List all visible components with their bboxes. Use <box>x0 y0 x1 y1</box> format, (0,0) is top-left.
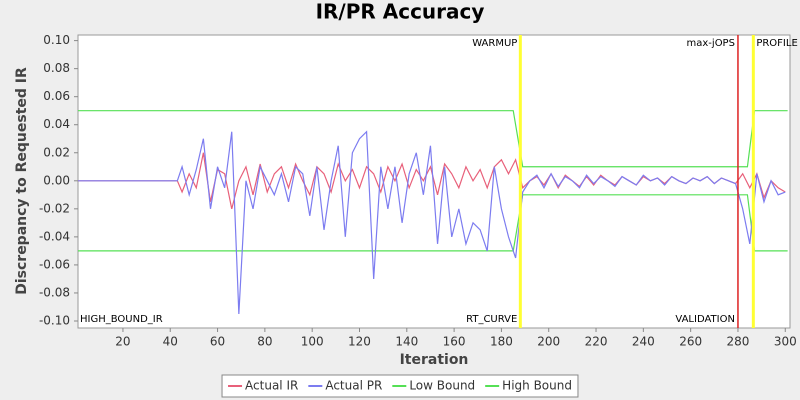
x-axis-title: Iteration <box>400 352 469 368</box>
x-tick-label: 60 <box>210 335 225 349</box>
x-tick-label: 80 <box>257 335 272 349</box>
y-tick-label: 0.04 <box>43 117 70 131</box>
marker-top-label: WARMUP <box>472 38 517 49</box>
x-tick-label: 160 <box>443 335 466 349</box>
y-tick-label: -0.08 <box>39 285 70 299</box>
x-tick-label: 140 <box>395 335 418 349</box>
x-tick-label: 120 <box>348 335 371 349</box>
x-tick-label: 40 <box>163 335 178 349</box>
legend-label: Low Bound <box>409 379 475 393</box>
legend-label: Actual IR <box>245 379 298 393</box>
y-tick-label: 0.06 <box>43 89 70 103</box>
marker-bottom-label: VALIDATION <box>675 314 735 325</box>
corner-note: HIGH_BOUND_IR <box>80 314 163 325</box>
x-tick-label: 100 <box>301 335 324 349</box>
series-line <box>78 130 786 315</box>
marker-top-label: PROFILE <box>756 38 797 49</box>
series-line <box>78 194 788 252</box>
legend-label: High Bound <box>502 379 572 393</box>
plot-layer: WARMUP RT_CURVE max-jOPS VALIDATION PROFILE H… <box>78 35 798 328</box>
y-tick-label: -0.06 <box>39 257 70 271</box>
legend-label: Actual PR <box>325 379 382 393</box>
y-tick-label: 0.08 <box>43 61 70 75</box>
series-line <box>78 110 788 168</box>
y-tick-label: 0.00 <box>43 173 70 187</box>
x-tick-label: 260 <box>679 335 702 349</box>
y-tick-label: 0.10 <box>43 33 70 47</box>
y-tick-label: -0.04 <box>39 229 70 243</box>
marker-bottom-label: RT_CURVE <box>466 314 517 325</box>
x-tick-label: 200 <box>537 335 560 349</box>
y-tick-label: -0.02 <box>39 201 70 215</box>
marker-top-label: max-jOPS <box>687 38 735 49</box>
y-tick-label: -0.10 <box>39 313 70 327</box>
y-axis-title: Discrepancy to Requested IR <box>14 67 30 295</box>
x-tick-label: 240 <box>632 335 655 349</box>
y-tick-label: 0.02 <box>43 145 70 159</box>
x-tick-label: 300 <box>774 335 797 349</box>
chart-title: IR/PR Accuracy <box>316 0 485 24</box>
x-tick-label: 220 <box>585 335 608 349</box>
x-tick-label: 180 <box>490 335 513 349</box>
x-tick-label: 280 <box>727 335 750 349</box>
legend: Actual IR Actual PR Low Bound High Bound <box>221 374 579 398</box>
x-tick-label: 20 <box>115 335 130 349</box>
